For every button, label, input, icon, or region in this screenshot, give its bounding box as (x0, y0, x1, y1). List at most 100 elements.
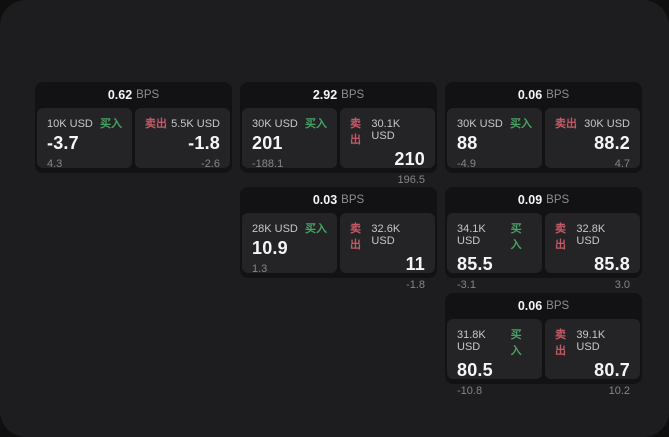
sell-side-label: 卖出 (555, 329, 566, 357)
buy-price: 85.5 (457, 254, 493, 274)
buy-price: -3.7 (47, 133, 79, 153)
sell-size-label: 30.1K USD (371, 118, 401, 142)
card-body: 30K USD 买入 201 -188.1 卖出 30.1K USD 210 1… (242, 108, 435, 186)
sell-labels-row: 卖出 39.1K USD (555, 326, 630, 358)
buy-size-label: 28K USD (252, 223, 298, 235)
bps-value: 0.09 (517, 193, 543, 207)
buy-size-label: 30K USD (252, 118, 298, 130)
sell-price: 11 (405, 254, 425, 274)
sell-panel[interactable]: 卖出 30.1K USD 210 196.5 (340, 108, 435, 186)
buy-panel[interactable]: 31.8K USD 买入 80.5 -10.8 (447, 319, 542, 397)
buy-panel[interactable]: 30K USD 买入 88 -4.9 (447, 108, 542, 170)
card-body: 34.1K USD 买入 85.5 -3.1 卖出 32.8K USD 85.8… (447, 213, 640, 291)
sell-delta: 196.5 (397, 174, 425, 186)
sell-panel[interactable]: 卖出 30K USD 88.2 4.7 (545, 108, 640, 170)
buy-panel[interactable]: 28K USD 买入 10.9 1.3 (242, 213, 337, 275)
sell-side-label: 卖出 (350, 223, 361, 251)
buy-delta: -10.8 (457, 385, 483, 397)
buy-size-label: 10K USD (47, 118, 93, 130)
sell-side-label: 卖出 (555, 118, 577, 130)
sell-price: 85.8 (594, 254, 630, 274)
buy-side-label: 买入 (510, 329, 522, 357)
buy-labels-row: 31.8K USD 买入 (457, 326, 532, 358)
sell-labels-row: 卖出 32.6K USD (350, 220, 425, 252)
buy-delta: -3.1 (457, 279, 476, 291)
sell-labels-row: 卖出 32.8K USD (555, 220, 630, 252)
bps-value: 0.06 (517, 88, 543, 102)
card-bps-header: 0.09 BPS (445, 187, 642, 213)
quote-card: 0.62 BPS 10K USD 买入 -3.7 4.3 卖出 5.5K USD… (35, 82, 232, 173)
bps-value: 0.03 (312, 193, 338, 207)
sell-delta: -2.6 (201, 158, 220, 170)
bps-unit: BPS (546, 89, 570, 101)
sell-side-label: 卖出 (145, 118, 167, 130)
quote-card: 0.06 BPS 31.8K USD 买入 80.5 -10.8 卖出 39.1… (445, 293, 642, 397)
card-bps-header: 0.03 BPS (240, 187, 437, 213)
buy-delta: 1.3 (252, 263, 268, 275)
sell-labels-row: 卖出 30K USD (555, 115, 630, 131)
card-body: 31.8K USD 买入 80.5 -10.8 卖出 39.1K USD 80.… (447, 319, 640, 397)
buy-size-label: 34.1K USD (457, 223, 486, 247)
sell-panel[interactable]: 卖出 32.8K USD 85.8 3.0 (545, 213, 640, 291)
sell-price: 88.2 (594, 133, 630, 153)
buy-price: 10.9 (252, 238, 288, 258)
bps-unit: BPS (136, 89, 160, 101)
quote-card: 2.92 BPS 30K USD 买入 201 -188.1 卖出 30.1K … (240, 82, 437, 186)
buy-panel[interactable]: 34.1K USD 买入 85.5 -3.1 (447, 213, 542, 291)
sell-size-label: 32.8K USD (576, 223, 606, 247)
sell-price: -1.8 (188, 133, 220, 153)
card-bps-header: 0.06 BPS (445, 82, 642, 108)
buy-delta: 4.3 (47, 158, 63, 170)
buy-side-label: 买入 (510, 118, 532, 130)
buy-price: 201 (252, 133, 283, 153)
sell-panel[interactable]: 卖出 5.5K USD -1.8 -2.6 (135, 108, 230, 170)
buy-size-label: 31.8K USD (457, 329, 486, 353)
bps-unit: BPS (546, 300, 570, 312)
bps-unit: BPS (546, 194, 570, 206)
buy-labels-row: 30K USD 买入 (457, 115, 532, 131)
buy-labels-row: 10K USD 买入 (47, 115, 122, 131)
sell-side-label: 卖出 (350, 118, 361, 146)
buy-price: 80.5 (457, 360, 493, 380)
buy-panel[interactable]: 30K USD 买入 201 -188.1 (242, 108, 337, 170)
card-bps-header: 0.06 BPS (445, 293, 642, 319)
buy-price: 88 (457, 133, 478, 153)
quote-card: 0.06 BPS 30K USD 买入 88 -4.9 卖出 30K USD 8… (445, 82, 642, 173)
sell-price: 80.7 (594, 360, 630, 380)
buy-panel[interactable]: 10K USD 买入 -3.7 4.3 (37, 108, 132, 170)
sell-panel[interactable]: 卖出 39.1K USD 80.7 10.2 (545, 319, 640, 397)
sell-size-label: 30K USD (584, 118, 630, 130)
buy-size-label: 30K USD (457, 118, 503, 130)
sell-size-label: 32.6K USD (371, 223, 401, 247)
sell-size-label: 5.5K USD (171, 118, 220, 130)
bps-unit: BPS (341, 89, 365, 101)
buy-side-label: 买入 (510, 223, 522, 251)
sell-delta: 10.2 (608, 385, 630, 397)
buy-labels-row: 34.1K USD 买入 (457, 220, 532, 252)
bps-value: 2.92 (312, 88, 338, 102)
card-body: 10K USD 买入 -3.7 4.3 卖出 5.5K USD -1.8 -2.… (37, 108, 230, 170)
sell-labels-row: 卖出 30.1K USD (350, 115, 425, 147)
sell-delta: 3.0 (614, 279, 630, 291)
card-body: 28K USD 买入 10.9 1.3 卖出 32.6K USD 11 -1.8 (242, 213, 435, 291)
quote-card: 0.09 BPS 34.1K USD 买入 85.5 -3.1 卖出 32.8K… (445, 187, 642, 291)
card-bps-header: 2.92 BPS (240, 82, 437, 108)
buy-delta: -4.9 (457, 158, 476, 170)
sell-side-label: 卖出 (555, 223, 566, 251)
card-body: 30K USD 买入 88 -4.9 卖出 30K USD 88.2 4.7 (447, 108, 640, 170)
sell-price: 210 (394, 149, 425, 169)
sell-panel[interactable]: 卖出 32.6K USD 11 -1.8 (340, 213, 435, 291)
quote-card: 0.03 BPS 28K USD 买入 10.9 1.3 卖出 32.6K US… (240, 187, 437, 291)
card-bps-header: 0.62 BPS (35, 82, 232, 108)
sell-size-label: 39.1K USD (576, 329, 606, 353)
bps-value: 0.06 (517, 299, 543, 313)
buy-labels-row: 28K USD 买入 (252, 220, 327, 236)
sell-delta: 4.7 (614, 158, 630, 170)
bps-unit: BPS (341, 194, 365, 206)
buy-labels-row: 30K USD 买入 (252, 115, 327, 131)
sell-delta: -1.8 (406, 279, 425, 291)
buy-side-label: 买入 (100, 118, 122, 130)
buy-delta: -188.1 (252, 158, 284, 170)
buy-side-label: 买入 (305, 223, 327, 235)
